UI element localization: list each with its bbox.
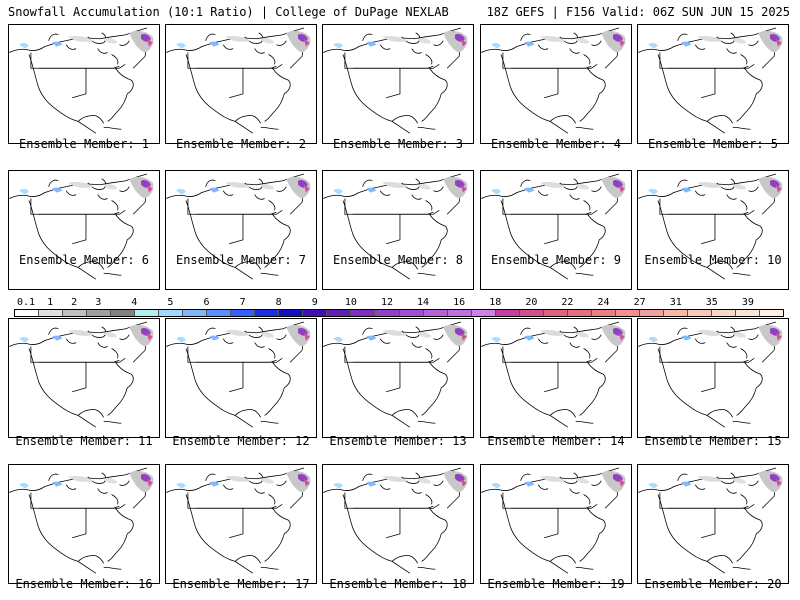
ensemble-member-4-label: Ensemble Member: 4 xyxy=(490,137,622,151)
colorbar-segment xyxy=(495,310,520,316)
colorbar-segment xyxy=(207,310,232,316)
ensemble-member-1-map xyxy=(8,24,160,144)
ensemble-member-3-label: Ensemble Member: 3 xyxy=(332,137,464,151)
chart-title: Snowfall Accumulation (10:1 Ratio) | Col… xyxy=(8,5,449,19)
colorbar-tick-label: 6 xyxy=(203,297,210,308)
colorbar-segment xyxy=(399,310,424,316)
colorbar-tick-label: 8 xyxy=(275,297,282,308)
colorbar-tick-label: 24 xyxy=(597,297,610,308)
colorbar-segment xyxy=(183,310,208,316)
ensemble-member-2-label: Ensemble Member: 2 xyxy=(175,137,307,151)
ensemble-member-9-label: Ensemble Member: 9 xyxy=(490,253,622,267)
ensemble-member-19-label: Ensemble Member: 19 xyxy=(487,577,625,591)
ensemble-member-12-label: Ensemble Member: 12 xyxy=(172,434,310,448)
ensemble-member-5-map xyxy=(637,24,789,144)
colorbar-tick-label: 1 xyxy=(47,297,54,308)
ensemble-member-14-label: Ensemble Member: 14 xyxy=(487,434,625,448)
colorbar-tick-label: 27 xyxy=(633,297,646,308)
ensemble-member-8-map xyxy=(322,170,474,290)
ensemble-member-1-label: Ensemble Member: 1 xyxy=(18,137,150,151)
colorbar-segment xyxy=(135,310,160,316)
colorbar-segment xyxy=(39,310,64,316)
colorbar-segment xyxy=(423,310,448,316)
colorbar-segment xyxy=(735,310,760,316)
ensemble-member-9-map xyxy=(480,170,632,290)
colorbar-segment xyxy=(279,310,304,316)
colorbar-tick-label: 7 xyxy=(239,297,246,308)
ensemble-member-15-label: Ensemble Member: 15 xyxy=(644,434,782,448)
colorbar-tick-label: 22 xyxy=(561,297,574,308)
colorbar-segment xyxy=(759,310,783,316)
ensemble-member-4-map xyxy=(480,24,632,144)
colorbar-segment xyxy=(159,310,184,316)
colorbar-tick-label: 12 xyxy=(380,297,393,308)
ensemble-member-14-map xyxy=(480,318,632,438)
colorbar-segment xyxy=(591,310,616,316)
colorbar-tick-label: 0.1 xyxy=(17,297,36,308)
colorbar-tick-label: 9 xyxy=(311,297,318,308)
colorbar-tick-label: 20 xyxy=(525,297,538,308)
ensemble-member-11-map xyxy=(8,318,160,438)
colorbar xyxy=(14,309,784,317)
colorbar-tick-label: 3 xyxy=(95,297,102,308)
ensemble-member-6-label: Ensemble Member: 6 xyxy=(18,253,150,267)
ensemble-member-17-label: Ensemble Member: 17 xyxy=(172,577,310,591)
ensemble-member-20-label: Ensemble Member: 20 xyxy=(644,577,782,591)
ensemble-member-5-label: Ensemble Member: 5 xyxy=(647,137,779,151)
colorbar-segment xyxy=(231,310,256,316)
colorbar-tick-labels: 0.1 1 2 3 4 5 6 7 8 9 10 12 14 16 18 20 22 24 27 31 35 39 xyxy=(0,297,800,309)
ensemble-member-7-label: Ensemble Member: 7 xyxy=(175,253,307,267)
colorbar-segment xyxy=(447,310,472,316)
ensemble-member-16-map xyxy=(8,464,160,584)
ensemble-member-13-label: Ensemble Member: 13 xyxy=(329,434,467,448)
colorbar-tick-label: 39 xyxy=(741,297,754,308)
colorbar-segment xyxy=(63,310,88,316)
colorbar-segment xyxy=(111,310,136,316)
colorbar-segment xyxy=(255,310,280,316)
ensemble-member-6-map xyxy=(8,170,160,290)
ensemble-member-13-map xyxy=(322,318,474,438)
colorbar-tick-label: 35 xyxy=(705,297,718,308)
colorbar-segment xyxy=(519,310,544,316)
colorbar-tick-label: 2 xyxy=(71,297,78,308)
colorbar-tick-label: 4 xyxy=(131,297,138,308)
colorbar-segment xyxy=(615,310,640,316)
colorbar-tick-label: 14 xyxy=(417,297,430,308)
colorbar-segment xyxy=(543,310,568,316)
run-valid-time: 18Z GEFS | F156 Valid: 06Z SUN JUN 15 20… xyxy=(486,5,790,19)
ensemble-member-2-map xyxy=(165,24,317,144)
ensemble-member-3-map xyxy=(322,24,474,144)
colorbar-segment xyxy=(711,310,736,316)
ensemble-member-19-map xyxy=(480,464,632,584)
colorbar-tick-label: 31 xyxy=(669,297,682,308)
ensemble-member-10-label: Ensemble Member: 10 xyxy=(644,253,782,267)
colorbar-segment xyxy=(687,310,712,316)
ensemble-member-12-map xyxy=(165,318,317,438)
colorbar-segment xyxy=(303,310,328,316)
colorbar-segment xyxy=(663,310,688,316)
colorbar-segment xyxy=(327,310,352,316)
ensemble-member-11-label: Ensemble Member: 11 xyxy=(15,434,153,448)
colorbar-tick-label: 5 xyxy=(167,297,174,308)
colorbar-segment xyxy=(639,310,664,316)
ensemble-member-16-label: Ensemble Member: 16 xyxy=(15,577,153,591)
colorbar-segment xyxy=(471,310,496,316)
colorbar-tick-label: 18 xyxy=(489,297,502,308)
ensemble-member-10-map xyxy=(637,170,789,290)
colorbar-tick-label: 16 xyxy=(453,297,466,308)
ensemble-member-18-map xyxy=(322,464,474,584)
colorbar-segment xyxy=(351,310,376,316)
ensemble-member-8-label: Ensemble Member: 8 xyxy=(332,253,464,267)
ensemble-member-7-map xyxy=(165,170,317,290)
colorbar-segment xyxy=(567,310,592,316)
ensemble-member-15-map xyxy=(637,318,789,438)
ensemble-member-18-label: Ensemble Member: 18 xyxy=(329,577,467,591)
ensemble-member-17-map xyxy=(165,464,317,584)
colorbar-segment xyxy=(15,310,40,316)
colorbar-segment xyxy=(87,310,112,316)
colorbar-segment xyxy=(375,310,400,316)
colorbar-tick-label: 10 xyxy=(344,297,357,308)
ensemble-member-20-map xyxy=(637,464,789,584)
